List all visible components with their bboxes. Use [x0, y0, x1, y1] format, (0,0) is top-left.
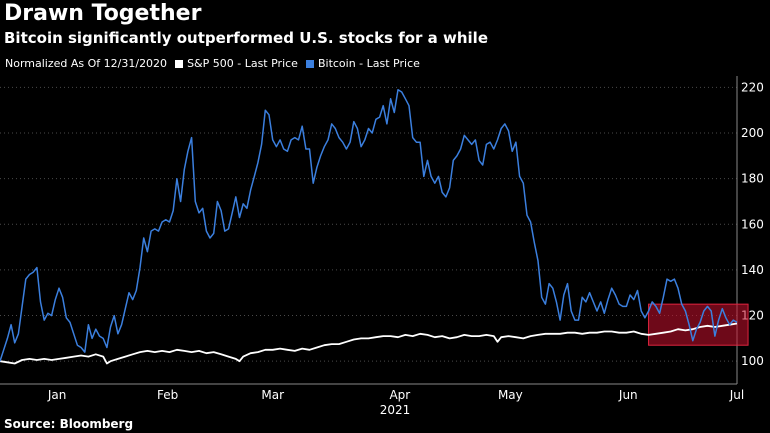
x-tick-label: Mar [261, 388, 284, 402]
x-tick-label: Apr [389, 388, 410, 402]
legend-swatch-sp500 [175, 59, 184, 68]
chart-title: Drawn Together [4, 1, 202, 26]
chart-legend: Normalized As Of 12/31/2020 S&P 500 - La… [5, 57, 428, 70]
x-tick-label: May [498, 388, 523, 402]
legend-label-bitcoin: Bitcoin - Last Price [317, 57, 420, 70]
x-tick-label: Jan [47, 388, 67, 402]
y-tick-label: 220 [741, 80, 764, 94]
legend-note: Normalized As Of 12/31/2020 [5, 57, 168, 70]
y-tick-label: 200 [741, 126, 764, 140]
legend-swatch-bitcoin [305, 59, 314, 68]
x-tick-label: Jun [618, 388, 638, 402]
y-tick-label: 180 [741, 172, 764, 186]
series-line-sp500 [0, 322, 738, 365]
y-tick-label: 160 [741, 217, 764, 231]
x-tick-label: Jul [729, 388, 744, 402]
x-axis-group-label: 2021 [380, 403, 411, 417]
x-tick-label: Feb [157, 388, 178, 402]
legend-label-sp500: S&P 500 - Last Price [187, 57, 298, 70]
legend-item-sp500: S&P 500 - Last Price [175, 57, 298, 70]
y-tick-label: 140 [741, 263, 764, 277]
legend-item-bitcoin: Bitcoin - Last Price [305, 57, 420, 70]
y-tick-label: 100 [741, 354, 764, 368]
series-line-bitcoin [0, 88, 738, 362]
chart-subtitle: Bitcoin significantly outperformed U.S. … [4, 29, 488, 47]
source-note: Source: Bloomberg [4, 417, 134, 431]
